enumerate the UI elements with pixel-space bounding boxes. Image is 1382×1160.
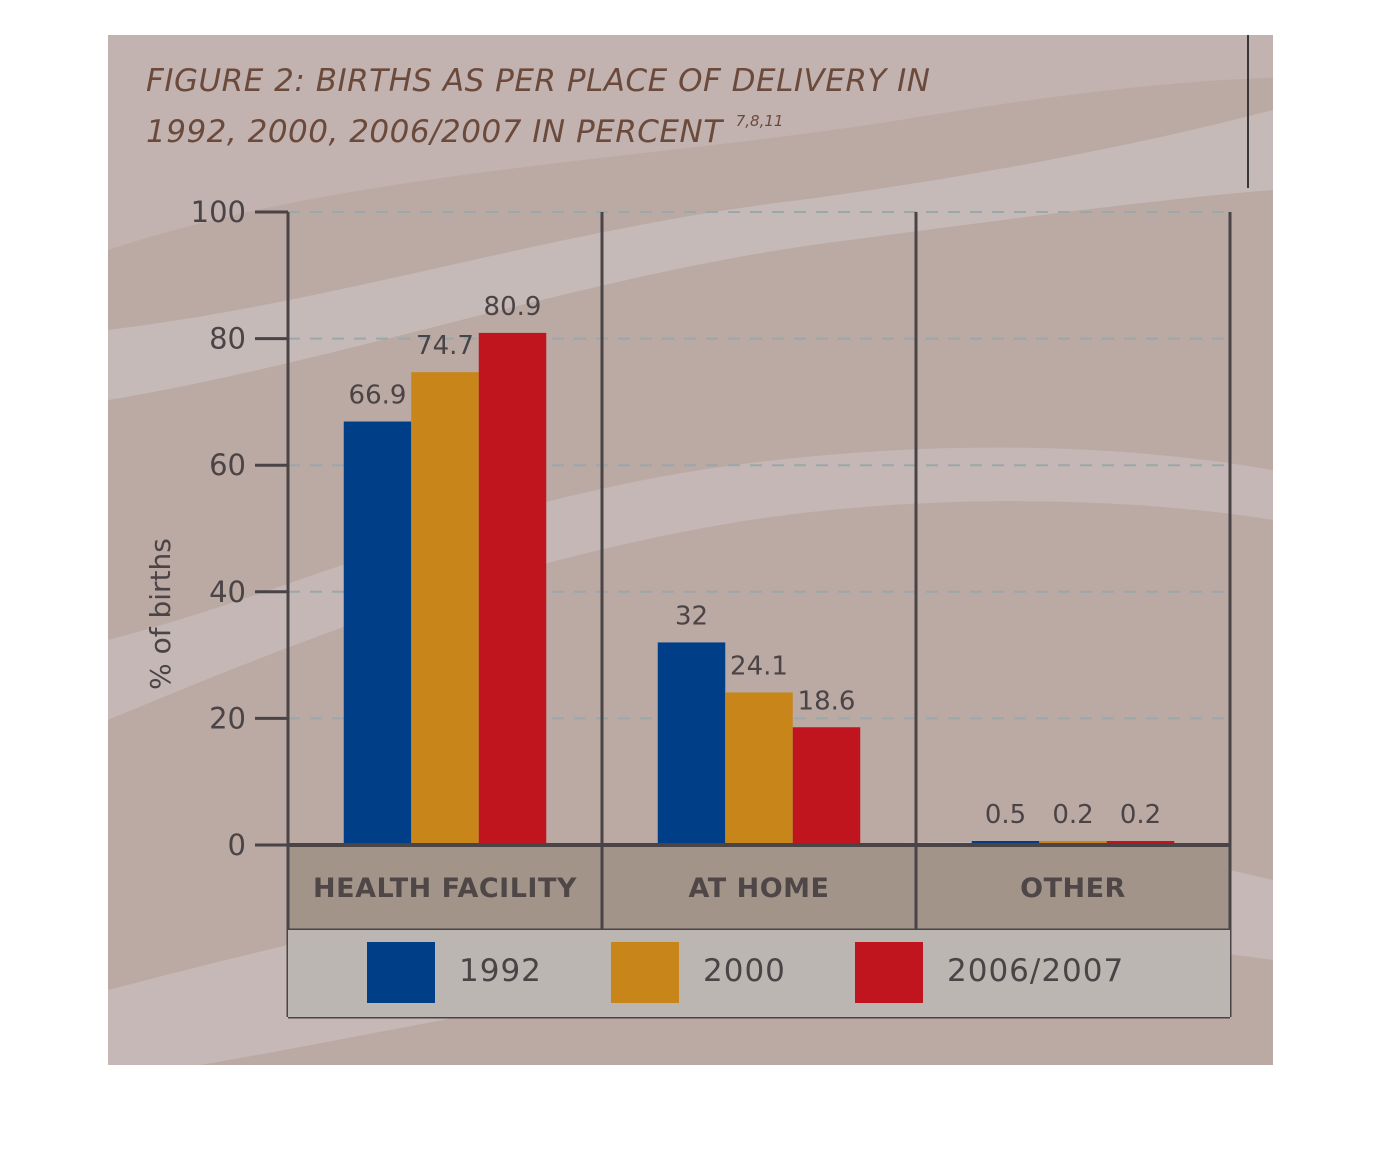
data-label: 18.6 xyxy=(798,686,856,716)
legend-label: 1992 xyxy=(459,953,542,989)
category-band: HEALTH FACILITY AT HOME OTHER xyxy=(288,845,1230,930)
data-label: 24.1 xyxy=(730,651,788,681)
background-wave-1 xyxy=(108,35,1273,250)
category-band-background xyxy=(288,845,1230,930)
legend-label: 2006/2007 xyxy=(947,953,1124,989)
legend-label: 2000 xyxy=(703,953,786,989)
data-label: 74.7 xyxy=(416,331,474,361)
y-tick-label: 40 xyxy=(209,575,246,609)
y-tick-label: 20 xyxy=(209,701,246,735)
background-wave-3 xyxy=(108,447,1273,720)
y-tick-label: 80 xyxy=(209,322,246,356)
legend-swatch xyxy=(611,942,679,1003)
legend-swatch xyxy=(855,942,923,1003)
bar xyxy=(657,642,726,845)
data-labels: 66.9 74.7 80.9 32 24.1 18.6 0.5 0.2 0.2 xyxy=(349,292,1162,830)
category-label: AT HOME xyxy=(689,873,830,904)
data-label: 0.2 xyxy=(1052,800,1093,830)
data-label: 66.9 xyxy=(349,381,407,411)
legend-background xyxy=(288,930,1230,1017)
category-label: HEALTH FACILITY xyxy=(313,873,577,904)
bar xyxy=(792,727,861,845)
chart-title-line2: 1992, 2000, 2006/2007 IN PERCENT 7,8,11 xyxy=(146,112,783,150)
chart-title-line2-text: 1992, 2000, 2006/2007 IN PERCENT xyxy=(146,114,724,150)
y-axis-label: % of births xyxy=(144,538,177,690)
y-tick-label: 100 xyxy=(191,195,246,229)
y-tick-label: 0 xyxy=(228,828,246,862)
data-label: 32 xyxy=(675,601,708,631)
bar xyxy=(725,692,793,845)
bar xyxy=(411,372,479,845)
legend-swatch xyxy=(367,942,435,1003)
data-label: 0.2 xyxy=(1120,800,1161,830)
background-wave-2 xyxy=(108,110,1273,400)
category-label: OTHER xyxy=(1020,873,1126,904)
bars xyxy=(343,332,1175,845)
chart-title-superscript: 7,8,11 xyxy=(736,112,784,130)
bar xyxy=(343,421,412,845)
chart-title: FIGURE 2: BIRTHS AS PER PLACE OF DELIVER… xyxy=(146,63,931,99)
legend: 1992 2000 2006/2007 xyxy=(288,930,1230,1017)
y-tick-label: 60 xyxy=(209,448,246,482)
data-label: 80.9 xyxy=(484,292,542,322)
bar xyxy=(478,332,547,845)
data-label: 0.5 xyxy=(985,800,1026,830)
